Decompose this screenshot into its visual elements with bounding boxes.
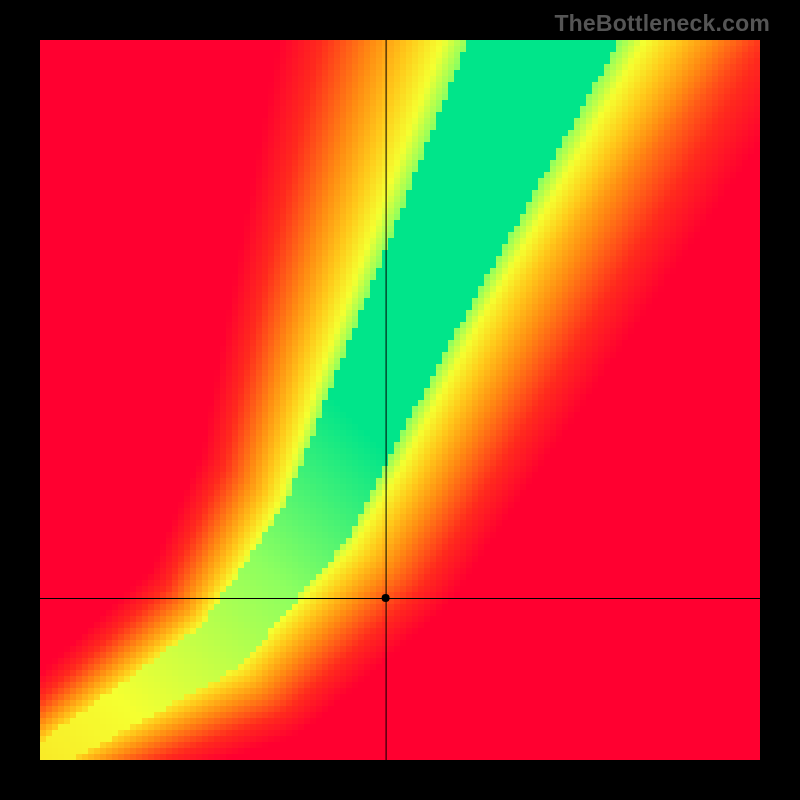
heatmap-canvas [40,40,760,760]
chart-container: TheBottleneck.com [0,0,800,800]
watermark-text: TheBottleneck.com [554,10,770,37]
